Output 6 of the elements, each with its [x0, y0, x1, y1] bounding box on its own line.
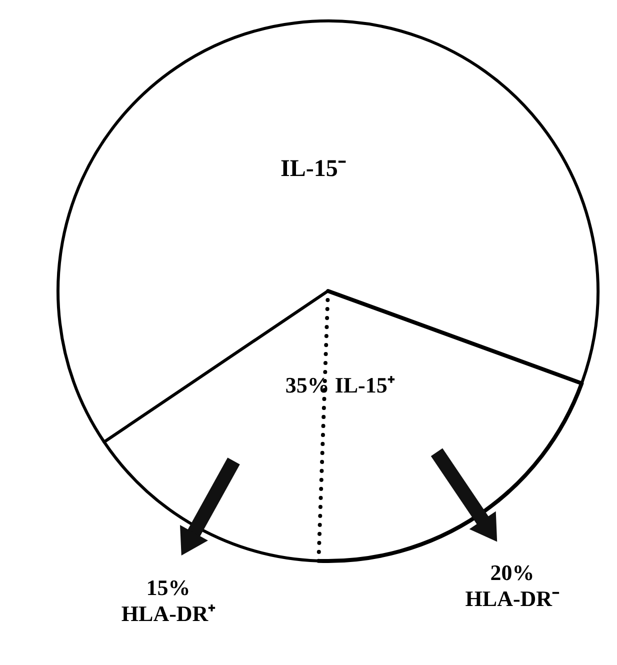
slice-label: HLA-DR⁺ [121, 601, 216, 626]
slice-label: HLA-DR⁻ [465, 586, 560, 612]
data-label: 20% [490, 560, 534, 586]
data-label: 15% [146, 575, 190, 600]
text: 35% IL-15⁺ [285, 372, 396, 398]
slice-label: IL-15⁻ [280, 156, 346, 182]
